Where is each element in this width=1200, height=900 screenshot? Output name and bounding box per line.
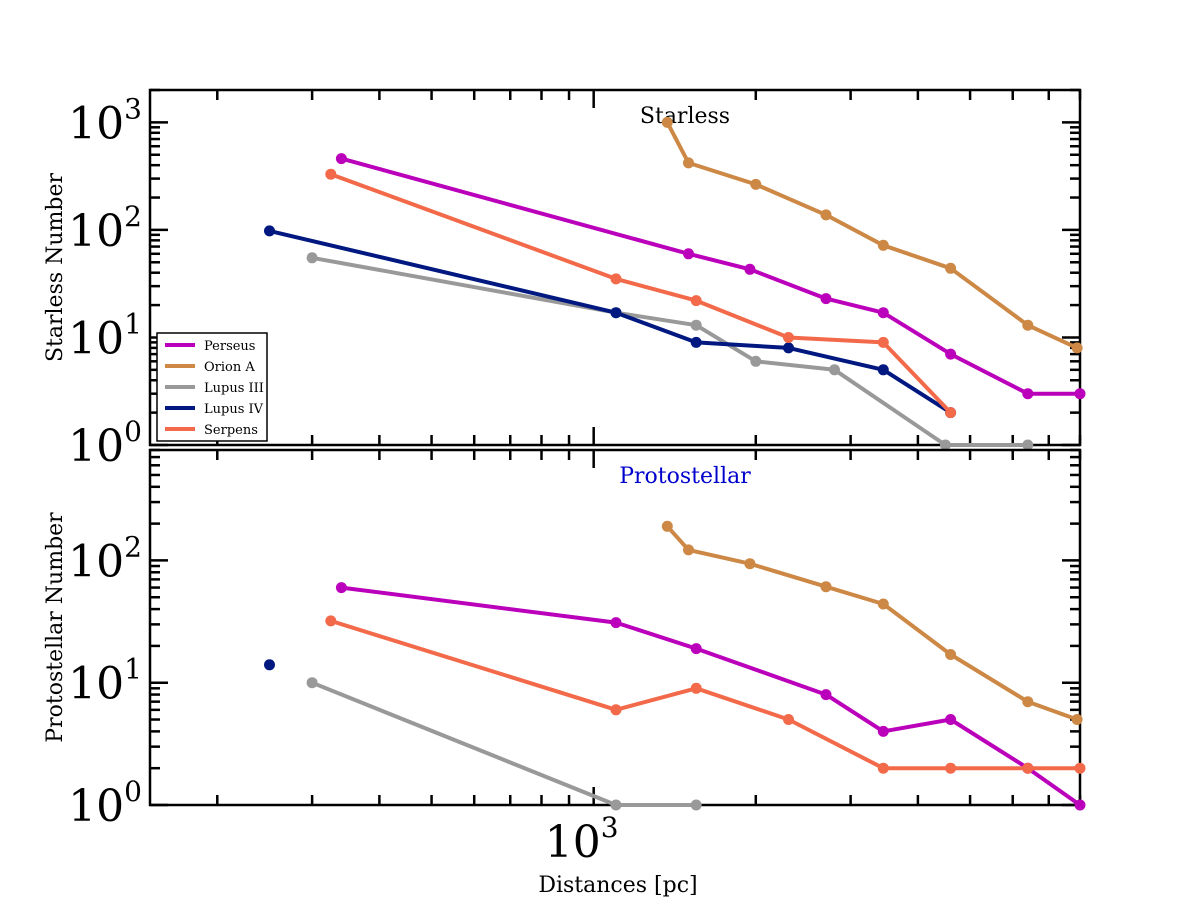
starless-series-perseus-point bbox=[1022, 388, 1034, 400]
starless-series-serpens-line bbox=[330, 172, 953, 414]
protostellar-series-perseus-point bbox=[1074, 799, 1086, 811]
protostellar-series-lupus-iv-point bbox=[264, 659, 275, 671]
protostellar-series-lupus-iii-point bbox=[610, 799, 622, 811]
starless-series-orion-a-point bbox=[750, 178, 762, 190]
protostellar-series-serpens-point bbox=[945, 762, 957, 774]
starless-series-orion-a-point bbox=[1022, 319, 1034, 331]
protostellar-title: Protostellar bbox=[619, 464, 751, 489]
protostellar-series-orion-a-point bbox=[661, 520, 673, 532]
starless-ytick-label: 102 bbox=[68, 200, 142, 257]
protostellar-series-perseus-point bbox=[877, 725, 889, 737]
starless-series-lupus-iv-point bbox=[690, 336, 702, 348]
starless-series-lupus-iv-point bbox=[877, 364, 889, 376]
protostellar-series-serpens-point bbox=[1022, 762, 1034, 774]
protostellar-panel: 100 101 102 103 Protostellar Protostellar Num… bbox=[43, 448, 1086, 898]
protostellar-series-orion-a-point bbox=[877, 598, 889, 610]
protostellar-series-perseus-point bbox=[820, 689, 832, 701]
starless-series-lupus-iv-point bbox=[610, 307, 622, 319]
legend-label-serpens: Serpens bbox=[204, 423, 258, 438]
starless-series-lupus-iii-point bbox=[690, 319, 702, 331]
protostellar-series-serpens-point bbox=[877, 762, 889, 774]
starless-series-orion-a-point bbox=[1071, 342, 1083, 354]
protostellar-series-orion-a-line bbox=[665, 524, 1078, 722]
protostellar-series-lupus-iii-point bbox=[306, 677, 318, 689]
starless-series-serpens-point bbox=[325, 168, 337, 180]
protostellar-series-serpens-point bbox=[1074, 762, 1086, 774]
starless-series-perseus-point bbox=[1074, 388, 1086, 400]
protostellar-series-perseus-point bbox=[610, 617, 622, 629]
starless-series-serpens-point bbox=[945, 407, 957, 419]
starless-series-lupus-iii-point bbox=[1022, 439, 1034, 451]
protostellar-series-perseus-line bbox=[341, 585, 1082, 807]
starless-panel: 100 101 102 103 Starless Starless Number bbox=[43, 88, 1086, 472]
starless-ytick-label: 103 bbox=[68, 92, 142, 149]
starless-ylabel: Starless Number bbox=[43, 172, 68, 362]
starless-series-perseus-point bbox=[877, 307, 889, 319]
protostellar-series-perseus-point bbox=[335, 582, 347, 594]
protostellar-series-orion-a-point bbox=[945, 649, 957, 660]
starless-series-orion-a-point bbox=[945, 262, 957, 274]
starless-series-lupus-iii-point bbox=[829, 364, 840, 376]
starless-series-lupus-iii-point bbox=[939, 439, 951, 451]
protostellar-ylabel: Protostellar Number bbox=[43, 512, 68, 743]
starless-series-perseus-point bbox=[683, 248, 694, 260]
starless-series-serpens-point bbox=[877, 336, 889, 348]
protostellar-xtick-label: 103 bbox=[545, 811, 619, 868]
protostellar-series-orion-a-point bbox=[820, 581, 832, 593]
protostellar-ytick-label: 101 bbox=[68, 653, 142, 710]
starless-series-serpens-point bbox=[783, 332, 794, 343]
starless-series-serpens-point bbox=[610, 273, 622, 285]
starless-series-orion-a-line bbox=[665, 121, 1078, 350]
starless-ytick-label: 100 bbox=[68, 415, 142, 472]
starless-series-lupus-iv-line bbox=[269, 228, 952, 415]
protostellar-series-serpens-point bbox=[690, 682, 702, 694]
protostellar-ytick-label: 100 bbox=[68, 775, 142, 832]
starless-series-lupus-iii-point bbox=[750, 355, 762, 367]
starless-series-perseus-point bbox=[945, 348, 957, 360]
starless-ytick-label: 101 bbox=[68, 307, 142, 364]
protostellar-series-lupus-iii-line bbox=[311, 680, 697, 807]
starless-series-orion-a-point bbox=[820, 209, 832, 221]
protostellar-series-serpens-point bbox=[610, 704, 622, 716]
legend-label-orion-a: Orion A bbox=[204, 360, 255, 375]
starless-series-lupus-iv-point bbox=[264, 225, 275, 237]
protostellar-ytick-label: 102 bbox=[68, 530, 142, 587]
protostellar-series-serpens-point bbox=[325, 615, 337, 627]
starless-title: Starless bbox=[640, 104, 730, 129]
starless-series-serpens-point bbox=[690, 295, 702, 307]
legend-label-lupus-iv: Lupus IV bbox=[204, 402, 264, 417]
protostellar-series-perseus-point bbox=[945, 714, 957, 725]
starless-series-orion-a-point bbox=[683, 157, 694, 169]
protostellar-series-orion-a-point bbox=[683, 544, 694, 556]
starless-series-lupus-iv-point bbox=[783, 342, 794, 354]
legend: Perseus Orion A Lupus III Lupus IV Serpens bbox=[156, 332, 268, 442]
starless-frame bbox=[148, 88, 1082, 447]
starless-series-perseus-point bbox=[335, 153, 347, 165]
starless-series-lupus-iii-line bbox=[311, 255, 1028, 447]
protostellar-series-orion-a-point bbox=[744, 558, 756, 570]
protostellar-series-lupus-iii-point bbox=[690, 799, 702, 811]
protostellar-series-serpens-line bbox=[330, 618, 1080, 771]
starless-series-orion-a-point bbox=[661, 116, 673, 128]
starless-series-perseus-point bbox=[820, 293, 832, 305]
protostellar-series-perseus-point bbox=[690, 643, 702, 655]
starless-series-orion-a-point bbox=[877, 239, 889, 251]
protostellar-series-orion-a-point bbox=[1022, 696, 1034, 708]
protostellar-series-orion-a-point bbox=[1071, 714, 1083, 725]
starless-series-lupus-iii-point bbox=[306, 252, 318, 264]
protostellar-xlabel: Distances [pc] bbox=[538, 873, 697, 898]
legend-label-perseus: Perseus bbox=[204, 339, 255, 354]
protostellar-series-serpens-point bbox=[783, 714, 794, 725]
legend-label-lupus-iii: Lupus III bbox=[204, 381, 264, 396]
starless-series-perseus-line bbox=[340, 156, 1080, 396]
starless-series-perseus-point bbox=[744, 263, 756, 275]
